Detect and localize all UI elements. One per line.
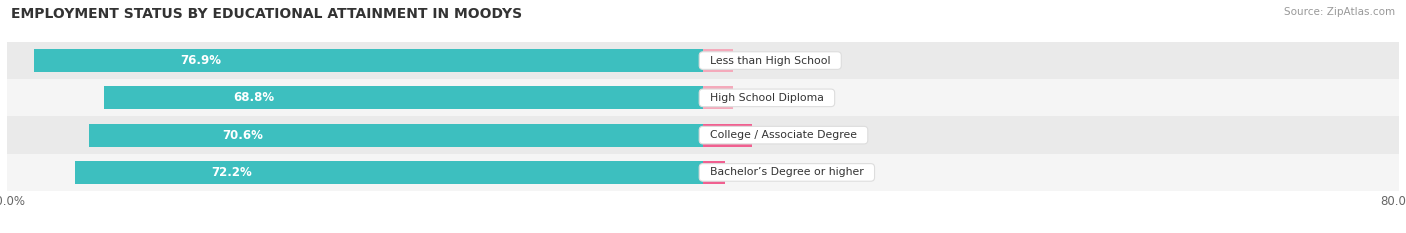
Text: 0.0%: 0.0% [742, 91, 772, 104]
Bar [7, 116, 1399, 154]
Text: 0.0%: 0.0% [742, 54, 772, 67]
Text: Source: ZipAtlas.com: Source: ZipAtlas.com [1284, 7, 1395, 17]
Bar [104, 86, 703, 110]
Text: 72.2%: 72.2% [211, 166, 252, 179]
Bar [703, 86, 734, 110]
Bar [703, 161, 724, 184]
Bar [703, 123, 752, 147]
Text: EMPLOYMENT STATUS BY EDUCATIONAL ATTAINMENT IN MOODYS: EMPLOYMENT STATUS BY EDUCATIONAL ATTAINM… [11, 7, 523, 21]
Text: High School Diploma: High School Diploma [703, 93, 831, 103]
Text: College / Associate Degree: College / Associate Degree [703, 130, 865, 140]
Text: 76.9%: 76.9% [181, 54, 222, 67]
Bar [7, 42, 1399, 79]
Text: 68.8%: 68.8% [233, 91, 274, 104]
Text: 70.6%: 70.6% [222, 129, 263, 142]
Bar [7, 79, 1399, 116]
Text: 2.5%: 2.5% [734, 166, 763, 179]
Bar [34, 49, 703, 72]
Bar [89, 123, 703, 147]
Text: Bachelor’s Degree or higher: Bachelor’s Degree or higher [703, 168, 870, 177]
Text: 5.6%: 5.6% [761, 129, 790, 142]
Bar [703, 49, 734, 72]
Bar [75, 161, 703, 184]
Bar [7, 154, 1399, 191]
Text: Less than High School: Less than High School [703, 56, 838, 65]
